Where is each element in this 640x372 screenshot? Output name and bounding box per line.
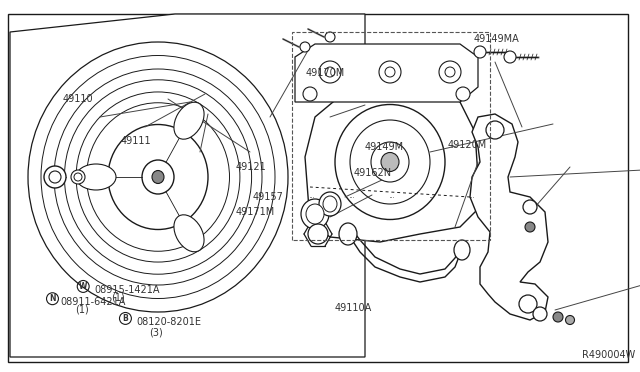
Text: 49121: 49121 xyxy=(236,162,266,171)
Ellipse shape xyxy=(28,42,288,312)
Text: (1): (1) xyxy=(76,305,89,315)
Ellipse shape xyxy=(306,204,324,224)
Ellipse shape xyxy=(456,87,470,101)
Ellipse shape xyxy=(371,142,409,182)
Text: 49162N: 49162N xyxy=(354,168,392,178)
Text: 08915-1421A: 08915-1421A xyxy=(95,285,160,295)
Ellipse shape xyxy=(335,105,445,219)
Ellipse shape xyxy=(553,312,563,322)
Ellipse shape xyxy=(308,224,328,244)
Ellipse shape xyxy=(566,315,575,324)
Text: 08120-8201E: 08120-8201E xyxy=(136,317,202,327)
Ellipse shape xyxy=(319,192,341,216)
Ellipse shape xyxy=(519,295,537,313)
Polygon shape xyxy=(295,44,478,102)
Text: 08911-6421A: 08911-6421A xyxy=(61,298,126,307)
Ellipse shape xyxy=(86,103,230,251)
Ellipse shape xyxy=(319,61,341,83)
Ellipse shape xyxy=(300,42,310,52)
Ellipse shape xyxy=(41,55,275,298)
Ellipse shape xyxy=(49,171,61,183)
Text: (1): (1) xyxy=(111,293,124,302)
Ellipse shape xyxy=(54,69,262,285)
Ellipse shape xyxy=(439,61,461,83)
Ellipse shape xyxy=(76,92,240,262)
Text: 49110A: 49110A xyxy=(334,303,371,313)
Ellipse shape xyxy=(76,164,116,190)
Ellipse shape xyxy=(486,121,504,139)
Ellipse shape xyxy=(504,51,516,63)
Ellipse shape xyxy=(525,222,535,232)
Ellipse shape xyxy=(454,240,470,260)
Text: R490004W: R490004W xyxy=(582,350,635,360)
Text: N: N xyxy=(49,294,56,303)
Polygon shape xyxy=(10,14,365,357)
Ellipse shape xyxy=(385,67,395,77)
Ellipse shape xyxy=(65,80,252,274)
Ellipse shape xyxy=(474,46,486,58)
Ellipse shape xyxy=(325,32,335,42)
Ellipse shape xyxy=(174,215,204,252)
Ellipse shape xyxy=(301,199,329,229)
Text: 49110: 49110 xyxy=(63,94,93,103)
Text: (3): (3) xyxy=(149,327,163,337)
Ellipse shape xyxy=(44,166,66,188)
Text: B: B xyxy=(123,314,128,323)
Ellipse shape xyxy=(108,125,208,230)
Text: 49157: 49157 xyxy=(253,192,284,202)
Ellipse shape xyxy=(303,87,317,101)
Ellipse shape xyxy=(74,173,82,181)
Ellipse shape xyxy=(533,307,547,321)
Text: 49111: 49111 xyxy=(120,137,151,146)
Ellipse shape xyxy=(339,223,357,245)
Polygon shape xyxy=(305,82,480,242)
Text: 49120M: 49120M xyxy=(448,140,487,150)
Ellipse shape xyxy=(142,160,174,194)
Ellipse shape xyxy=(379,61,401,83)
Ellipse shape xyxy=(445,67,455,77)
Ellipse shape xyxy=(381,153,399,171)
Text: 49149M: 49149M xyxy=(365,142,404,152)
Ellipse shape xyxy=(71,170,85,184)
Ellipse shape xyxy=(350,120,430,204)
Text: W: W xyxy=(79,282,88,291)
Ellipse shape xyxy=(523,200,537,214)
Ellipse shape xyxy=(152,170,164,183)
Text: 49171M: 49171M xyxy=(236,207,275,217)
Ellipse shape xyxy=(325,67,335,77)
Text: 49149MA: 49149MA xyxy=(474,34,519,44)
Ellipse shape xyxy=(174,102,204,139)
Ellipse shape xyxy=(323,196,337,212)
Text: 49170M: 49170M xyxy=(306,68,345,77)
Polygon shape xyxy=(470,114,548,320)
